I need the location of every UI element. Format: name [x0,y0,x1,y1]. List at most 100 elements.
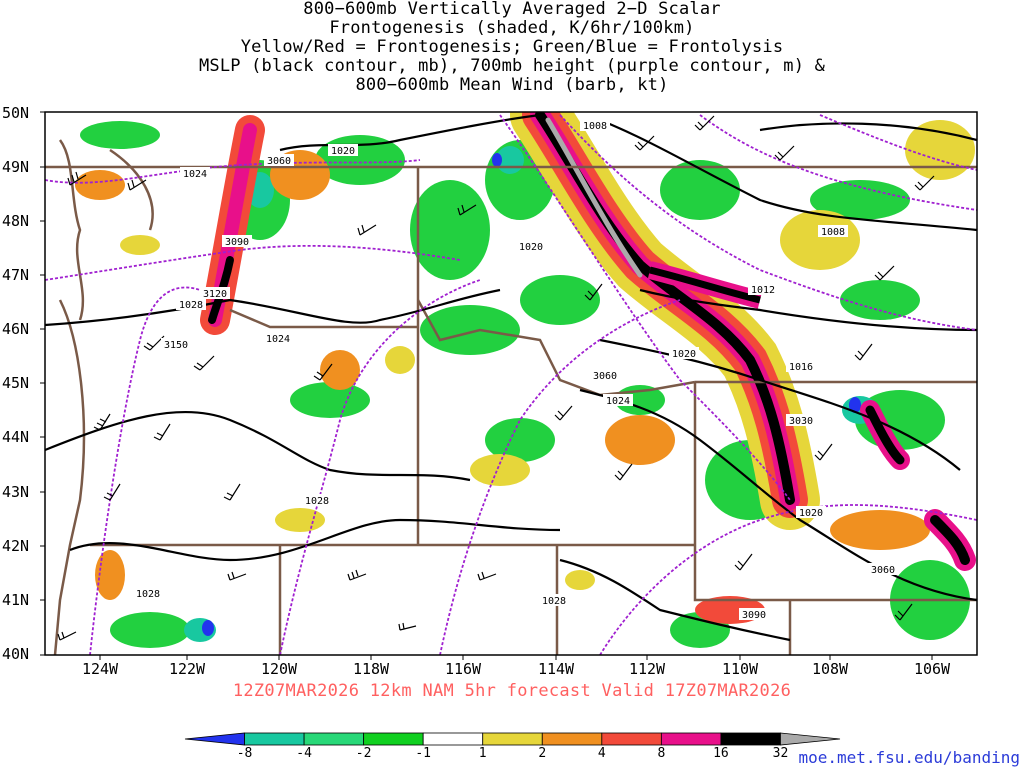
height-label: 3060 [264,154,294,167]
colorbar-arrow-high [780,732,841,746]
svg-text:3060: 3060 [593,371,617,382]
height-label: 3060 [868,563,898,576]
colorbar [184,732,841,746]
colorbar-tick-label: 1 [478,746,487,761]
source-url: moe.met.fsu.edu/banding [798,748,1020,767]
east-band-black [865,405,905,465]
colorbar-arrow-low [184,732,245,746]
lat-label-46n: 46N [2,320,30,338]
svg-text:3090: 3090 [742,610,766,621]
lat-label-49n: 49N [2,158,30,176]
mslp-label: 1012 [748,283,778,296]
mslp-label: 1008 [580,119,610,132]
lat-label-44n: 44N [2,428,30,446]
lon-label-114w: 114W [537,660,575,678]
title-line-5: 800−600mb Mean Wind (barb, kt) [355,75,669,95]
wind-barbs [57,115,935,641]
mslp-label: 1020 [669,347,699,360]
svg-text:1020: 1020 [799,508,823,519]
colorbar-tick-label: 16 [713,746,729,761]
forecast-valid-time: 12Z07MAR2026 12km NAM 5hr forecast Valid… [232,681,792,701]
mslp-label: 1024 [180,167,210,180]
mslp-label: 1028 [133,587,163,600]
colorbar-swatch [244,732,305,746]
colorbar-tick-label: -8 [236,746,253,761]
lat-label-42n: 42N [2,537,30,555]
lon-label-118w: 118W [352,660,390,678]
title-line-2: Frontogenesis (shaded, K/6hr/100km) [329,18,695,38]
lat-label-41n: 41N [2,591,30,609]
frontogenesis-shading [75,120,975,624]
svg-text:3030: 3030 [789,416,813,427]
svg-text:1024: 1024 [183,169,207,180]
lat-label-45n: 45N [2,374,30,392]
svg-text:1024: 1024 [606,396,630,407]
mslp-label: 1028 [539,594,569,607]
lon-label-110w: 110W [721,660,759,678]
height-contours [45,114,977,655]
se-band-black [930,515,970,565]
height-label: 3060 [590,369,620,382]
svg-text:1020: 1020 [672,349,696,360]
svg-text:1028: 1028 [542,596,566,607]
mslp-label: 1024 [603,394,633,407]
lon-label-116w: 116W [444,660,482,678]
svg-text:3150: 3150 [164,340,188,351]
lon-label-122w: 122W [168,660,206,678]
title-line-3: Yellow/Red = Frontogenesis; Green/Blue =… [240,37,784,57]
map-fields [45,112,977,655]
mslp-label: 1024 [263,332,293,345]
colorbar-tick-label: -4 [296,746,312,761]
height-label: 3090 [739,608,769,621]
svg-text:1012: 1012 [751,285,775,296]
svg-text:1020: 1020 [519,242,543,253]
colorbar-swatch [482,732,543,746]
height-label: 3120 [200,287,230,300]
lat-label-43n: 43N [2,483,30,501]
title-line-4: MSLP (black contour, mb), 700mb height (… [198,56,826,76]
colorbar-swatch [422,732,484,746]
mslp-contours [45,113,977,642]
svg-text:1028: 1028 [305,496,329,507]
height-label: 3030 [786,414,816,427]
lat-label-47n: 47N [2,266,30,284]
svg-text:3060: 3060 [871,565,895,576]
map-title: 800−600mb Vertically Averaged 2−D Scalar… [0,0,1024,95]
contour-labels: 1008 1020 1024 1020 1008 1028 1024 1012 … [133,119,898,621]
colorbar-swatch [720,732,781,746]
mslp-label: 1020 [516,240,546,253]
mslp-label: 1016 [786,360,816,373]
colorbar-tick-label: 32 [772,746,789,761]
mslp-label: 1028 [176,298,206,311]
svg-text:1008: 1008 [583,121,607,132]
height-label: 3090 [222,235,252,248]
svg-text:1016: 1016 [789,362,813,373]
colorbar-swatch [660,732,722,746]
lat-label-40n: 40N [2,645,30,663]
lon-label-106w: 106W [913,660,951,678]
mslp-label: 1020 [328,144,358,157]
svg-text:1024: 1024 [266,334,290,345]
colorbar-tick-label: 2 [538,746,547,761]
svg-text:1028: 1028 [136,589,160,600]
height-label: 3150 [161,338,191,351]
colorbar-tick-label: 4 [597,746,606,761]
colorbar-swatch [303,732,365,746]
colorbar-tick-label: -2 [355,746,372,761]
colorbar-tick-label: -1 [415,746,431,761]
colorbar-swatch [541,732,603,746]
axis-ticks [40,111,933,660]
lon-label-120w: 120W [260,660,298,678]
svg-text:1008: 1008 [821,227,845,238]
mslp-label: 1020 [796,506,826,519]
svg-text:1028: 1028 [179,300,203,311]
svg-text:3090: 3090 [225,237,249,248]
svg-text:1020: 1020 [331,146,355,157]
title-line-1: 800−600mb Vertically Averaged 2−D Scalar [303,0,721,19]
lon-label-108w: 108W [811,660,849,678]
lat-label-48n: 48N [2,212,30,230]
lat-label-50n: 50N [2,104,30,122]
band-east-core [649,266,761,304]
colorbar-swatch [363,732,424,746]
